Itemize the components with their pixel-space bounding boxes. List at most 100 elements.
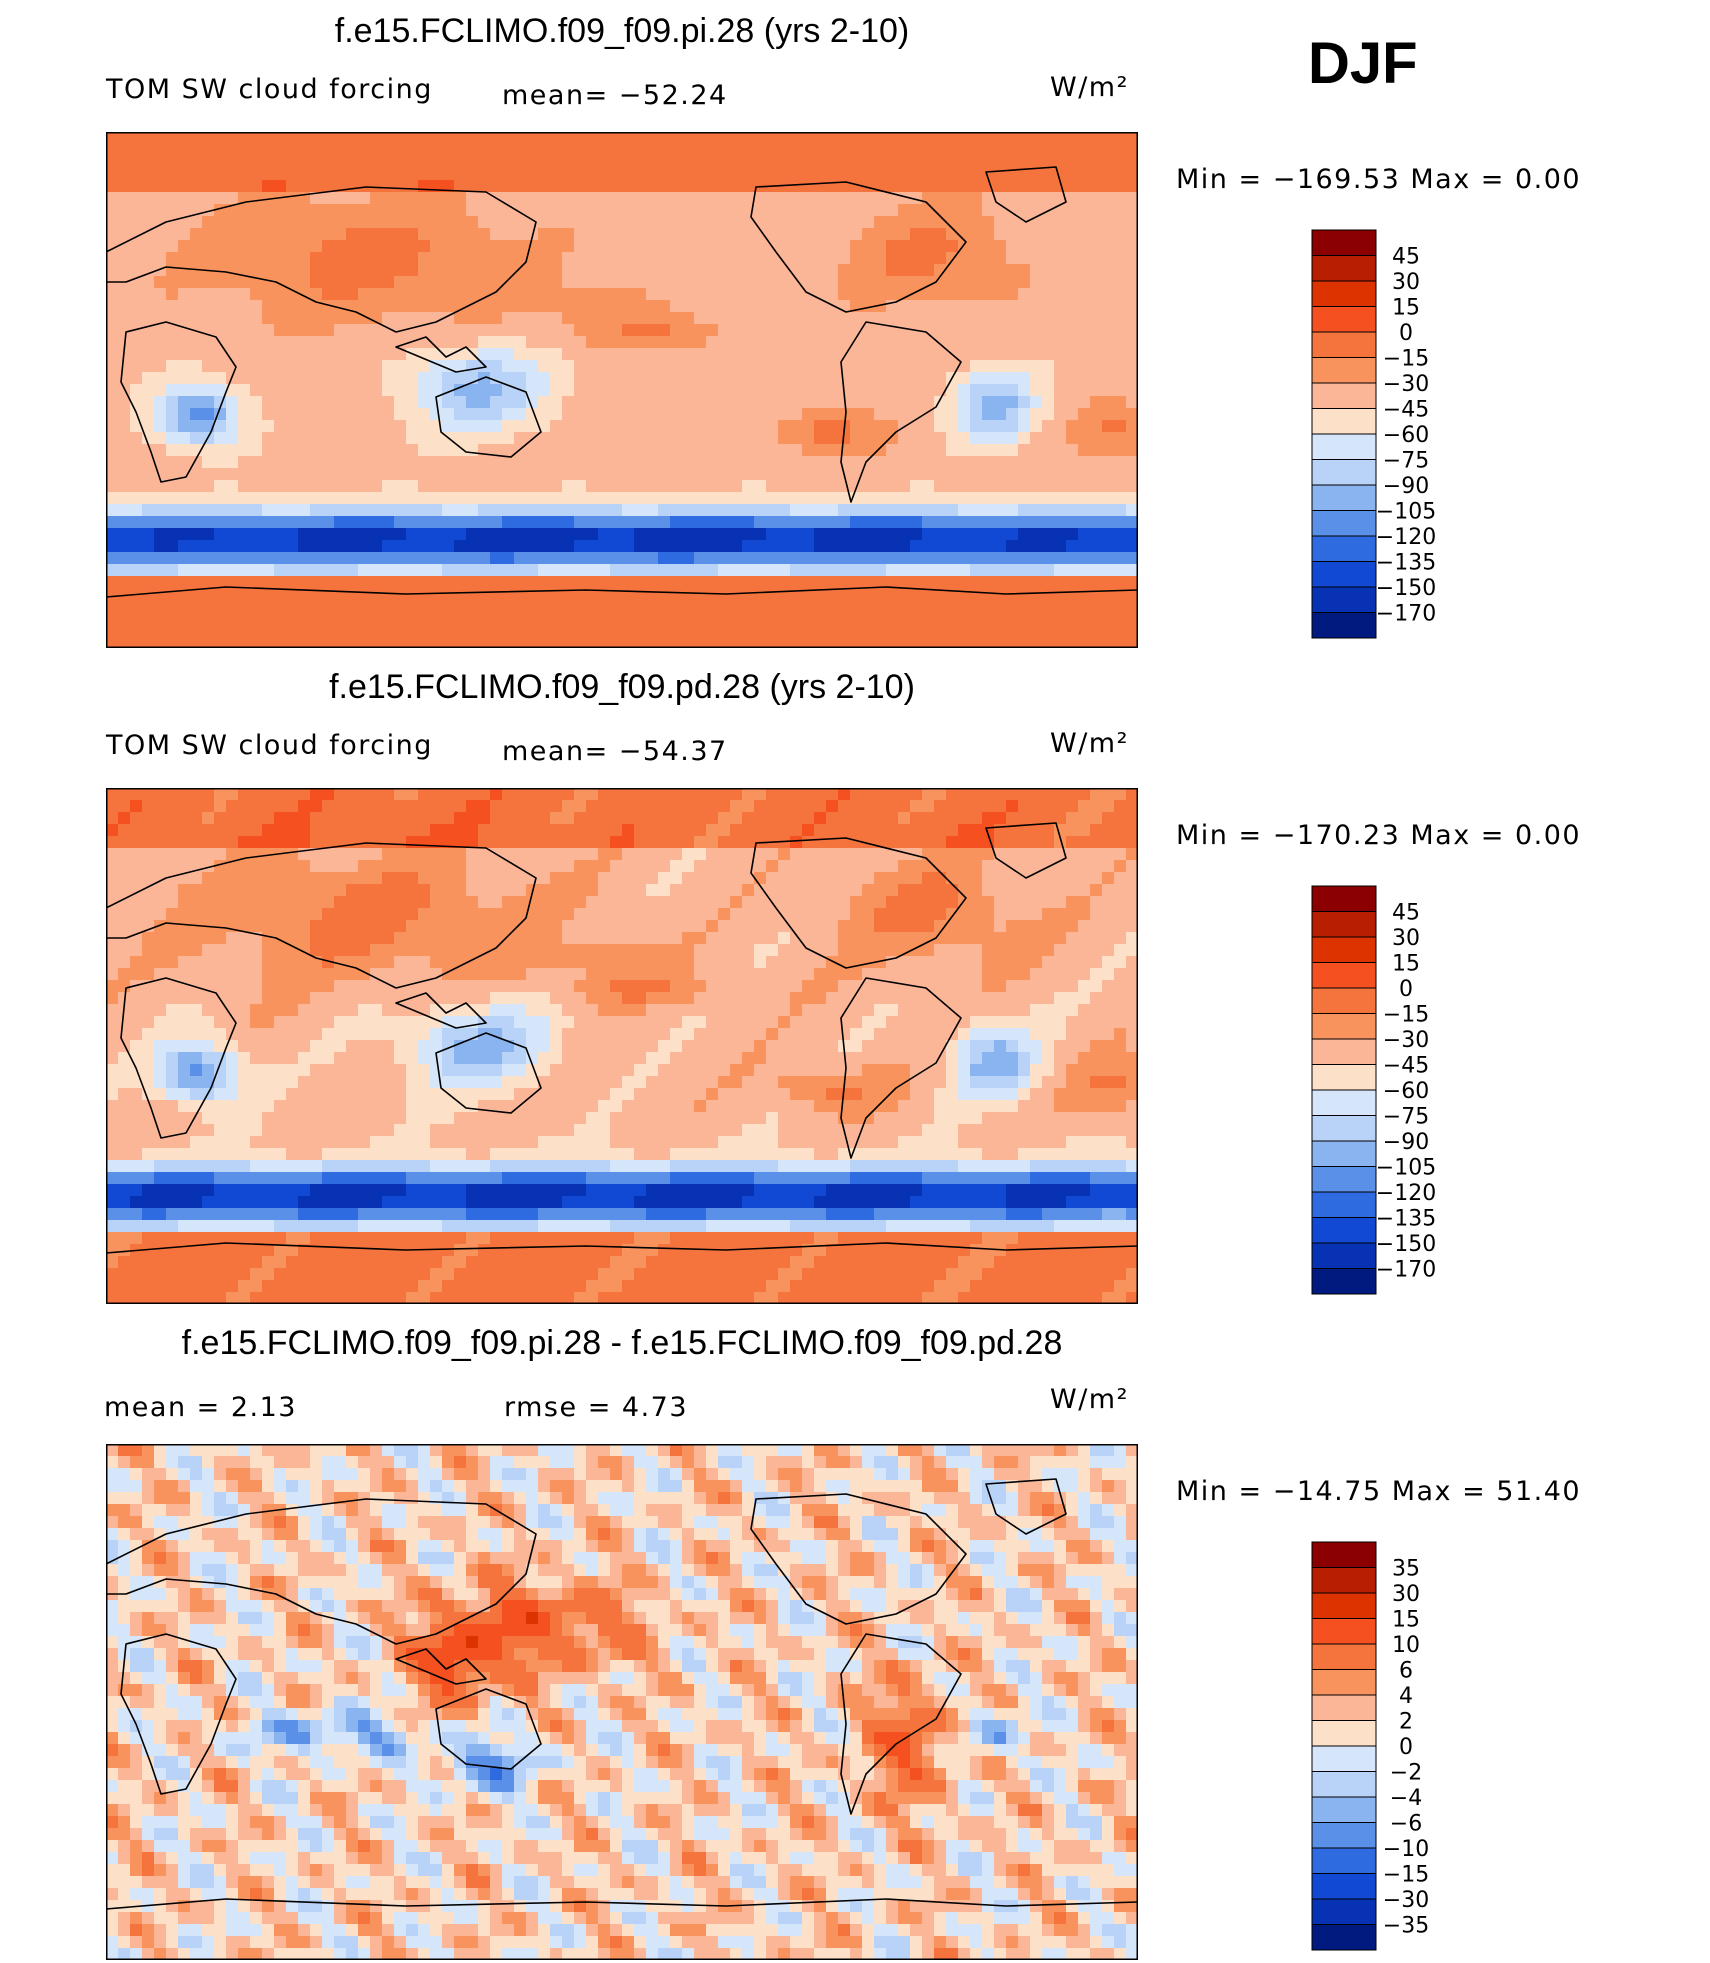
map-cell	[622, 384, 635, 397]
map-cell	[970, 576, 983, 589]
map-cell	[562, 372, 575, 385]
map-cell	[658, 348, 671, 361]
map-cell	[1018, 408, 1031, 421]
map-cell	[1102, 276, 1115, 289]
map-cell	[562, 444, 575, 457]
map-cell	[1006, 444, 1019, 457]
map-cell	[286, 420, 299, 433]
map-cell	[274, 144, 287, 157]
map-cell	[934, 168, 947, 181]
map-cell	[274, 180, 287, 193]
map-cell	[610, 312, 623, 325]
map-cell	[478, 216, 491, 229]
map-cell	[346, 324, 359, 337]
map-cell	[922, 944, 935, 957]
map-cell	[562, 480, 575, 493]
map-cell	[202, 932, 215, 945]
map-cell	[1102, 872, 1115, 885]
map-cell	[130, 144, 143, 157]
map-cell	[874, 252, 887, 265]
colorbar-tick-label: −170	[1376, 602, 1436, 627]
map-cell	[1066, 420, 1079, 433]
map-cell	[430, 276, 443, 289]
map-cell	[766, 336, 779, 349]
map-cell	[406, 836, 419, 849]
map-cell	[874, 192, 887, 205]
map-cell	[838, 588, 851, 601]
map-cell	[802, 564, 815, 577]
map-cell	[922, 504, 935, 517]
map-cell	[394, 444, 407, 457]
map-cell	[634, 932, 647, 945]
map-cell	[1102, 240, 1115, 253]
map-cell	[274, 492, 287, 505]
map-cell	[706, 624, 719, 637]
map-cell	[934, 848, 947, 861]
map-cell	[442, 288, 455, 301]
map-cell	[274, 896, 287, 909]
map-cell	[118, 836, 131, 849]
map-cell	[970, 600, 983, 613]
map-cell	[838, 812, 851, 825]
map-cell	[106, 812, 119, 825]
map-cell	[262, 300, 275, 313]
map-cell	[874, 456, 887, 469]
map-cell	[298, 420, 311, 433]
map-cell	[394, 612, 407, 625]
map-cell	[1126, 908, 1138, 921]
map-cell	[1126, 528, 1138, 541]
map-cell	[730, 456, 743, 469]
map-cell	[346, 624, 359, 637]
map-cell	[850, 504, 863, 517]
map-cell	[130, 516, 143, 529]
map-cell	[994, 636, 1007, 648]
map-cell	[334, 396, 347, 409]
map-cell	[718, 324, 731, 337]
map-cell	[598, 812, 611, 825]
map-cell	[634, 848, 647, 861]
map-cell	[826, 288, 839, 301]
map-cell	[874, 932, 887, 945]
map-cell	[322, 420, 335, 433]
map-cell	[598, 944, 611, 957]
map-cell	[526, 312, 539, 325]
map-cell	[886, 884, 899, 897]
map-cell	[466, 896, 479, 909]
map-cell	[490, 180, 503, 193]
map-cell	[754, 884, 767, 897]
map-cell	[922, 872, 935, 885]
map-cell	[226, 240, 239, 253]
map-cell	[322, 884, 335, 897]
map-cell	[742, 540, 755, 553]
map-cell	[406, 516, 419, 529]
map-cell	[550, 132, 563, 145]
map-cell	[946, 884, 959, 897]
map-cell	[982, 468, 995, 481]
map-cell	[226, 552, 239, 565]
map-cell	[550, 956, 563, 969]
map-cell	[130, 944, 143, 957]
map-cell	[958, 276, 971, 289]
map-cell	[118, 492, 131, 505]
map-cell	[346, 468, 359, 481]
map-cell	[898, 564, 911, 577]
map-cell	[154, 552, 167, 565]
map-cell	[634, 372, 647, 385]
map-cell	[994, 336, 1007, 349]
map-cell	[1090, 336, 1103, 349]
map-cell	[1078, 204, 1091, 217]
map-cell	[454, 408, 467, 421]
map-cell	[790, 824, 803, 837]
map-cell	[994, 932, 1007, 945]
map-cell	[310, 156, 323, 169]
map-cell	[406, 324, 419, 337]
map-cell	[622, 252, 635, 265]
map-cell	[1078, 228, 1091, 241]
map-cell	[370, 264, 383, 277]
map-cell	[214, 624, 227, 637]
map-cell	[958, 312, 971, 325]
map-cell	[490, 432, 503, 445]
map-cell	[382, 360, 395, 373]
map-cell	[502, 540, 515, 553]
map-cell	[226, 396, 239, 409]
